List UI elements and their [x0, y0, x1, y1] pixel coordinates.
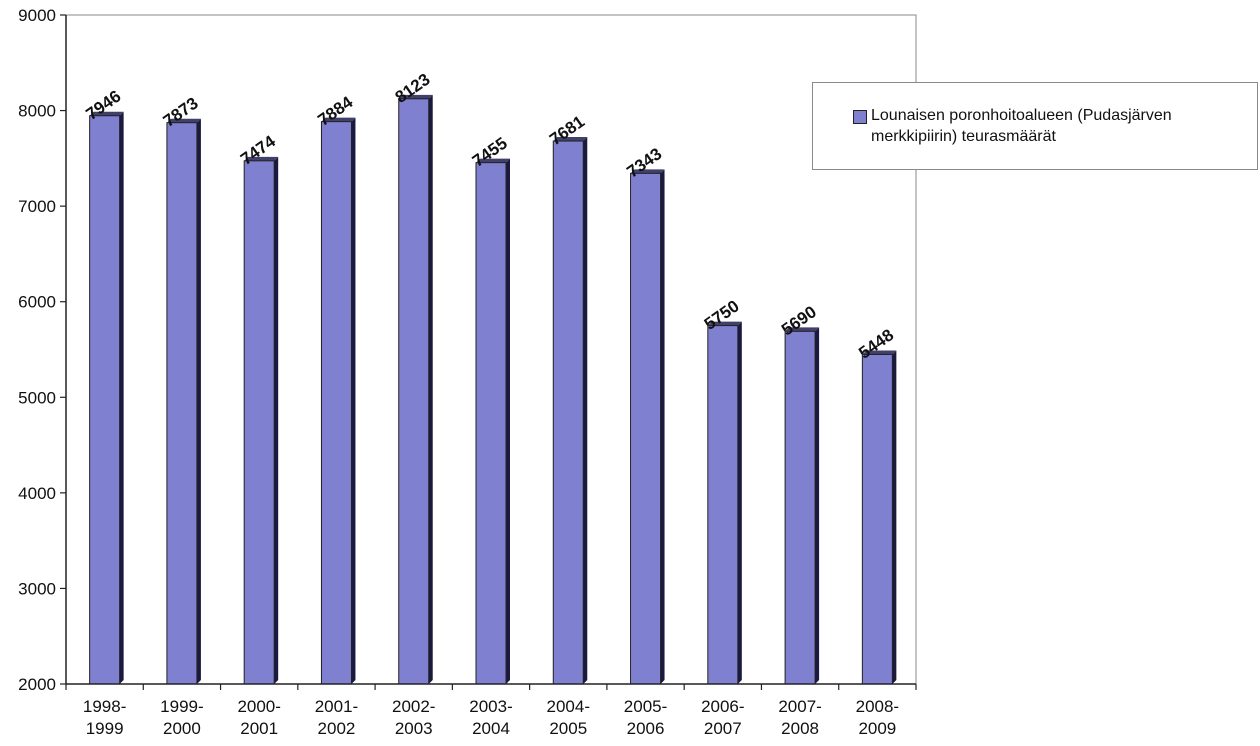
y-tick-label: 9000 — [18, 6, 56, 25]
bar-top — [321, 117, 356, 122]
y-tick-label: 7000 — [18, 197, 56, 216]
bar-side — [428, 94, 433, 684]
bar — [89, 111, 124, 685]
bar-front — [166, 122, 198, 685]
x-tick-label: 2003-2004 — [469, 697, 512, 738]
bar-side — [583, 137, 588, 684]
bar-top — [166, 118, 201, 123]
bar-top — [553, 137, 588, 142]
bar-top — [244, 156, 279, 161]
bar — [320, 117, 356, 685]
bar-top — [476, 158, 510, 163]
bar — [166, 118, 201, 685]
x-tick-label: 2004-2005 — [547, 697, 590, 738]
bar — [630, 169, 665, 685]
bar-front — [398, 98, 430, 685]
x-tick-label: 2006-2007 — [701, 697, 744, 738]
bar — [475, 158, 510, 685]
bar — [861, 350, 897, 685]
bar-front — [320, 121, 352, 685]
bar-side — [506, 158, 510, 685]
y-tick-label: 5000 — [18, 388, 56, 407]
y-tick-label: 2000 — [18, 675, 56, 694]
y-tick-label: 3000 — [18, 579, 56, 598]
bar-side — [196, 118, 201, 685]
x-tick-label: 2008-2009 — [856, 697, 899, 738]
bar-front — [630, 172, 662, 685]
x-tick-label: 2001-2002 — [315, 697, 358, 738]
bar-top — [707, 321, 742, 326]
legend-label: Lounaisen poronhoitoalueen (Pudasjärven … — [871, 107, 1172, 145]
y-axis: 2000 3000 4000 5000 6000 7000 8000 9000 — [18, 6, 67, 694]
y-tick-label: 4000 — [18, 484, 56, 503]
bar-side — [815, 327, 820, 684]
x-tick-label: 1999-2000 — [160, 697, 203, 738]
x-tick-label: 1998-1999 — [83, 697, 126, 738]
bar — [243, 156, 279, 685]
bar-top — [630, 169, 665, 174]
bar — [707, 321, 742, 685]
bar-front — [707, 325, 739, 685]
bar-side — [119, 111, 124, 684]
x-tick-label: 2007-2008 — [778, 697, 821, 738]
x-tick-label: 2000-2001 — [237, 697, 280, 738]
x-tick-label: 2005-2006 — [624, 697, 667, 738]
bar-front — [243, 160, 275, 685]
bar-top — [89, 111, 124, 116]
bar — [784, 327, 820, 685]
legend-swatch — [853, 110, 867, 124]
bar-top — [862, 350, 897, 355]
x-axis: 1998-1999 1999-2000 2000-2001 2001-2002 2002… — [65, 683, 917, 738]
bar — [398, 94, 433, 685]
bar-side — [660, 169, 665, 684]
bar-side — [737, 321, 742, 684]
bar-front — [552, 140, 584, 685]
bar-top — [398, 94, 433, 99]
bar-side — [892, 350, 897, 684]
bar-front — [861, 353, 893, 685]
bar-top — [785, 327, 820, 332]
bar-front — [475, 162, 507, 685]
legend: Lounaisen poronhoitoalueen (Pudasjärven … — [812, 82, 1258, 170]
bar-front — [89, 115, 121, 685]
bar-side — [351, 117, 356, 684]
bars — [89, 94, 897, 685]
bar-side — [274, 156, 279, 685]
x-tick-label: 2002-2003 — [392, 697, 435, 738]
bar — [552, 137, 588, 685]
y-tick-label: 8000 — [18, 102, 56, 121]
bar-front — [784, 330, 816, 685]
y-tick-label: 6000 — [18, 293, 56, 312]
